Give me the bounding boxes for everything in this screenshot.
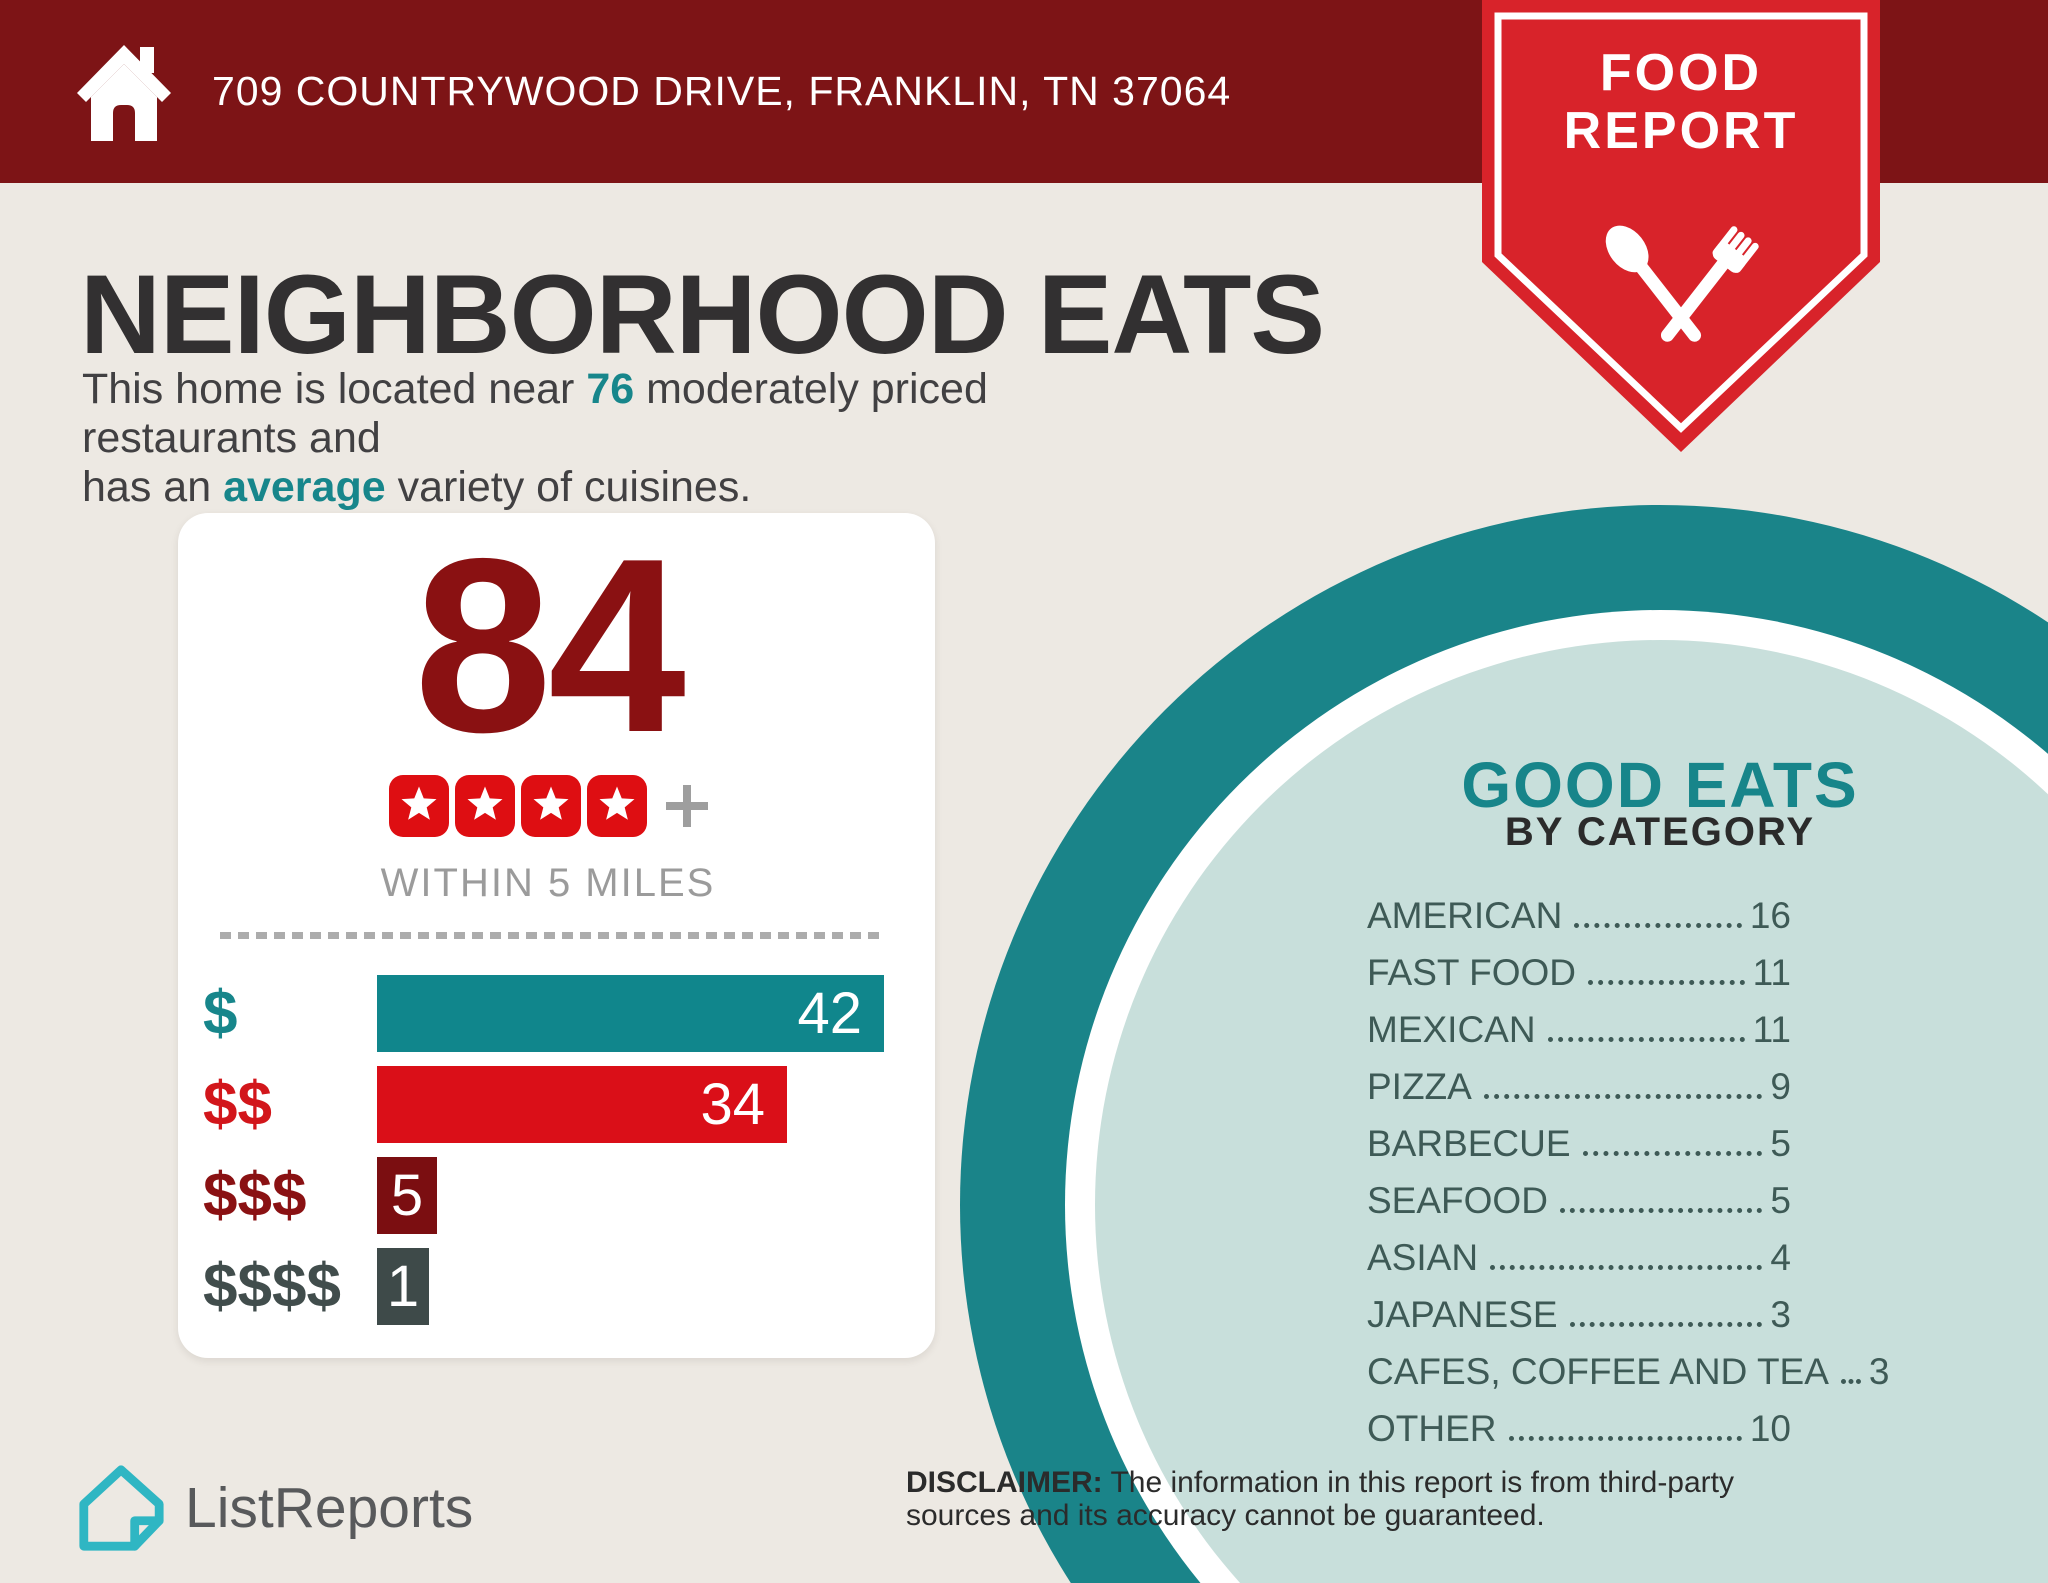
dotted-leader: [1588, 980, 1745, 985]
radius-label: WITHIN 5 MILES: [380, 861, 716, 905]
category-list: AMERICAN 16 FAST FOOD 11 MEXICAN 11 PIZZ…: [1367, 880, 1889, 1450]
dotted-leader: [1483, 1094, 1763, 1099]
category-count: 11: [1752, 952, 1791, 993]
category-label: ASIAN: [1367, 1237, 1479, 1278]
category-count: 3: [1868, 1351, 1890, 1392]
category-label: SEAFOOD: [1367, 1180, 1548, 1221]
ribbon-banner-shape: [1482, 0, 1880, 452]
category-count: 3: [1770, 1294, 1791, 1335]
dashed-divider: [220, 932, 883, 939]
price-bar: 34: [377, 1066, 787, 1143]
page-title: NEIGHBORHOOD EATS: [80, 252, 1325, 377]
plus-icon: [666, 785, 708, 827]
category-count: 4: [1770, 1237, 1791, 1278]
listreports-logo: ListReports: [75, 1462, 473, 1554]
dotted-leader: [1490, 1265, 1763, 1270]
price-bar: 42: [377, 975, 884, 1052]
good-eats-medallion: [960, 505, 2048, 1583]
category-count: 11: [1752, 1009, 1791, 1050]
price-bar-value: 5: [390, 1163, 424, 1228]
listreports-house-icon: [79, 1465, 164, 1551]
brand-name: ListReports: [185, 1476, 474, 1540]
price-tier-label: $$$$: [203, 1252, 341, 1321]
category-label: FAST FOOD: [1367, 952, 1577, 993]
category-label: PIZZA: [1367, 1066, 1472, 1107]
category-row: BARBECUE 5: [1367, 1108, 1791, 1165]
category-row: SEAFOOD 5: [1367, 1165, 1791, 1222]
price-tier-row: $ 42: [178, 975, 935, 1052]
star-icon: [455, 775, 515, 837]
price-tier-label: $: [203, 979, 238, 1048]
price-bar-chart: $ 42 $$ 34 $$$ 5 $$$$ 1: [178, 975, 935, 1339]
price-bar-value: 42: [797, 981, 862, 1046]
price-tier-label: $$: [203, 1070, 272, 1139]
category-label: AMERICAN: [1367, 895, 1563, 936]
dotted-leader: [1508, 1436, 1742, 1441]
good-eats-subtitle: BY CATEGORY: [1504, 810, 1816, 854]
price-bar: 5: [377, 1157, 437, 1234]
dotted-leader: [1547, 1037, 1745, 1042]
star-rating: [218, 775, 878, 837]
price-bar-value: 34: [700, 1072, 765, 1137]
dotted-leader: [1569, 1322, 1763, 1327]
category-label: CAFES, COFFEE AND TEA: [1367, 1351, 1829, 1392]
dotted-leader: [1840, 1379, 1861, 1384]
property-address: 709 COUNTRYWOOD DRIVE, FRANKLIN, TN 3706…: [212, 68, 1232, 114]
price-tier-label: $$$: [203, 1161, 307, 1230]
home-icon: [77, 44, 171, 141]
dotted-leader: [1582, 1151, 1763, 1156]
good-eats-title: GOOD EATS: [1461, 749, 1859, 821]
restaurant-count: 76: [586, 365, 635, 413]
category-count: 5: [1770, 1123, 1791, 1164]
star-icon: [587, 775, 647, 837]
page-subtitle: This home is located near 76 moderately …: [82, 365, 988, 511]
category-row: PIZZA 9: [1367, 1051, 1791, 1108]
category-row: ASIAN 4: [1367, 1222, 1791, 1279]
category-count: 10: [1749, 1408, 1791, 1449]
category-row: MEXICAN 11: [1367, 994, 1791, 1051]
crossed-spoon-fork-icon: [1605, 225, 1759, 342]
price-tier-row: $$$$ 1: [178, 1248, 935, 1325]
dotted-leader: [1574, 923, 1742, 928]
category-count: 9: [1770, 1066, 1791, 1107]
price-tier-row: $$$ 5: [178, 1157, 935, 1234]
category-label: OTHER: [1367, 1408, 1497, 1449]
restaurant-count-score: 84: [414, 506, 686, 784]
dotted-leader: [1559, 1208, 1763, 1213]
category-count: 16: [1749, 895, 1791, 936]
ribbon-title: FOOD REPORT: [1563, 44, 1799, 160]
price-tier-row: $$ 34: [178, 1066, 935, 1143]
category-label: MEXICAN: [1367, 1009, 1536, 1050]
category-count: 5: [1770, 1180, 1791, 1221]
food-report-ribbon: FOOD REPORT: [1482, 0, 1880, 462]
disclaimer: DISCLAIMER: The information in this repo…: [906, 1466, 1735, 1532]
price-bar: 1: [377, 1248, 429, 1325]
disclaimer-label: DISCLAIMER:: [906, 1466, 1103, 1499]
category-label: BARBECUE: [1367, 1123, 1571, 1164]
price-bar-value: 1: [386, 1254, 420, 1319]
restaurant-score-card: 84 WITHIN 5 MILES $ 42 $$ 34 $$$: [178, 513, 935, 1358]
category-row: AMERICAN 16: [1367, 880, 1791, 937]
category-row: JAPANESE 3: [1367, 1279, 1791, 1336]
star-icon: [521, 775, 581, 837]
category-label: JAPANESE: [1367, 1294, 1558, 1335]
variety-rating: average: [223, 463, 386, 511]
star-icon: [389, 775, 449, 837]
category-row: CAFES, COFFEE AND TEA 3: [1367, 1336, 1889, 1393]
category-row: OTHER 10: [1367, 1393, 1791, 1450]
category-row: FAST FOOD 11: [1367, 937, 1791, 994]
